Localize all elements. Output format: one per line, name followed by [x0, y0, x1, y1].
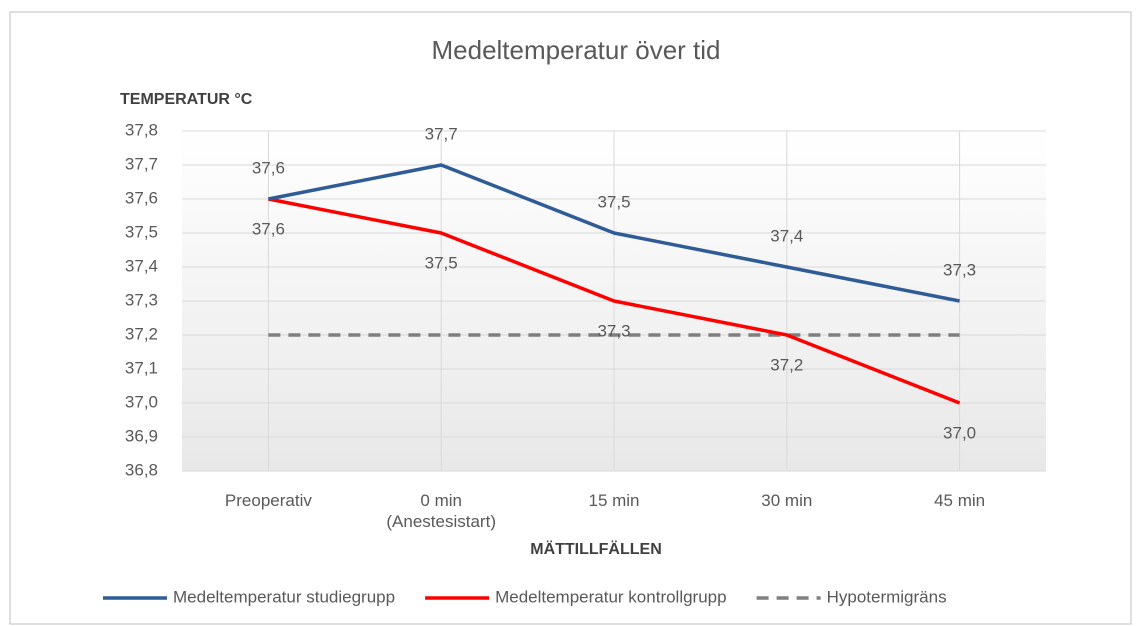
data-label: 37,2	[770, 355, 803, 374]
y-tick-label: 37,7	[125, 154, 158, 173]
data-label: 37,0	[943, 423, 976, 442]
y-tick-label: 37,2	[125, 324, 158, 343]
data-label: 37,7	[425, 124, 458, 143]
x-axis-title: MÄTTILLFÄLLEN	[530, 540, 662, 558]
y-tick-label: 37,0	[125, 392, 158, 411]
legend-label: Medeltemperatur kontrollgrupp	[495, 587, 727, 606]
data-label: 37,5	[597, 192, 630, 211]
y-tick-label: 37,8	[125, 120, 158, 139]
series-line	[268, 197, 961, 405]
y-tick-label: 37,4	[125, 256, 158, 275]
y-tick-label: 37,6	[125, 188, 158, 207]
x-tick-label: 45 min	[934, 491, 986, 510]
x-tick-label: 15 min	[588, 491, 640, 510]
y-axis-title: TEMPERATUR °C	[120, 91, 253, 108]
data-label: 37,6	[252, 219, 285, 238]
legend-label: Hypotermigräns	[827, 587, 947, 606]
series-line	[268, 163, 960, 303]
y-tick-label: 37,5	[125, 222, 158, 241]
chart-title: Medeltemperatur över tid	[431, 35, 720, 65]
y-tick-label: 37,3	[125, 290, 158, 309]
x-tick-label: 0 min (Anestesistart)	[386, 491, 496, 531]
data-label: 37,4	[770, 226, 803, 245]
data-label: 37,3	[597, 321, 630, 340]
data-label: 37,6	[252, 158, 285, 177]
y-tick-label: 36,9	[125, 426, 158, 445]
legend-label: Medeltemperatur studiegrupp	[173, 587, 395, 606]
x-tick-label: 30 min	[761, 491, 813, 510]
y-tick-label: 36,8	[125, 460, 158, 479]
x-tick-label: Preoperativ	[224, 491, 312, 510]
data-label: 37,5	[425, 253, 458, 272]
data-label: 37,3	[943, 260, 976, 279]
y-tick-label: 37,1	[125, 358, 158, 377]
